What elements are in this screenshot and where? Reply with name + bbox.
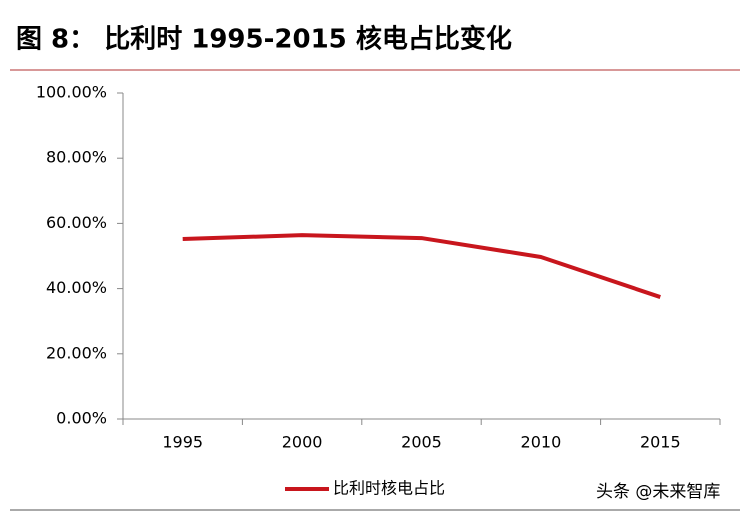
data-line	[182, 233, 661, 299]
legend-label: 比利时核电占比	[333, 479, 445, 498]
y-tick-label: 80.00%	[46, 148, 107, 167]
chart-title: 图 8： 比利时 1995-2015 核电占比变化	[16, 24, 512, 55]
y-tick-label: 100.00%	[36, 83, 107, 102]
y-tick-label: 20.00%	[46, 343, 107, 362]
y-tick-label: 60.00%	[46, 213, 107, 232]
x-tick-label: 1995	[162, 433, 203, 452]
y-tick-label: 40.00%	[46, 278, 107, 297]
x-tick-label: 2010	[521, 433, 562, 452]
watermark: 头条 @未来智库	[596, 482, 720, 502]
x-tick-label: 2000	[282, 433, 323, 452]
x-tick-label: 2005	[401, 433, 442, 452]
y-tick-label: 0.00%	[56, 409, 107, 428]
x-tick-label: 2015	[640, 433, 681, 452]
